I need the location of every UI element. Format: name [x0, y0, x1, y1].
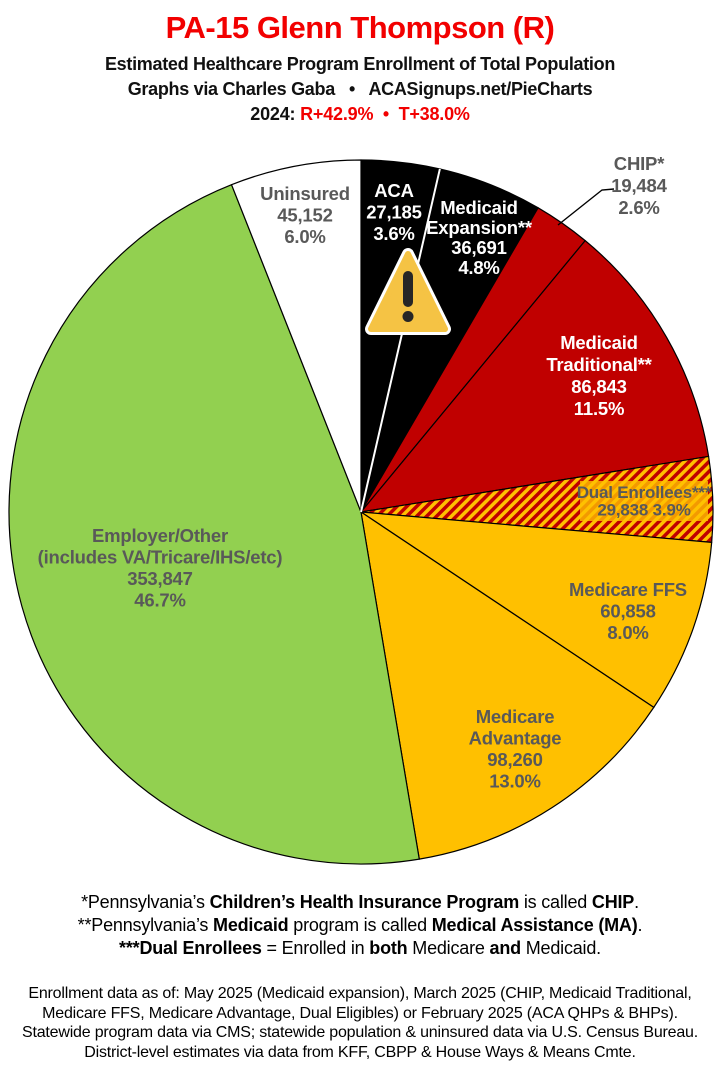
slice-label-uninsured: Uninsured 45,152 6.0% [260, 183, 350, 247]
pie-slice-uninsured [230, 159, 362, 513]
footnote-bold-segment: Medicaid [213, 915, 289, 935]
pie-chart: ACA 27,185 3.6%Medicaid Expansion** 36,691 4.… [8, 153, 714, 865]
footnote-bold-segment: ***Dual Enrollees [119, 938, 262, 958]
source-note-line: District-level estimates via data from K… [84, 1043, 636, 1061]
footnote-bold-segment: Children’s Health Insurance Program [209, 892, 520, 912]
footnote-segment: is called [519, 892, 592, 912]
source-note-line: Statewide program data via CMS; statewid… [21, 1024, 698, 1041]
source-note-block: Enrollment data as of: May 2025 (Medicai… [0, 984, 720, 1062]
footnote-segment: *Pennsylvania’s [81, 892, 210, 912]
dual-enrollees-label-bg [580, 481, 708, 521]
footnote-medicaid: **Pennsylvania’s Medicaid program is cal… [0, 914, 720, 937]
pie-slice-medicare-advantage [360, 511, 655, 860]
footnote-segment: **Pennsylvania’s [77, 915, 214, 935]
footnote-chip: *Pennsylvania’s Children’s Health Insura… [0, 891, 720, 914]
footnote-bold-segment: Medical Assistance (MA) [431, 915, 638, 935]
footnote-bold-segment: and [489, 938, 522, 958]
partisan-year-label: 2024: [250, 104, 301, 124]
slice-label-chip: CHIP* 19,484 2.6% [611, 153, 667, 218]
footnote-dual-enrollees: ***Dual Enrollees = Enrolled in both Med… [0, 937, 720, 960]
pie-slice-employer-other [8, 184, 420, 865]
footnote-segment: . [634, 892, 639, 912]
partisan-lean-value: R+42.9% • T+38.0% [300, 104, 470, 124]
pie-slice-medicare-ffs [360, 511, 713, 708]
footnote-segment: Medicaid. [520, 938, 601, 958]
footnotes-block: *Pennsylvania’s Children’s Health Insura… [0, 891, 720, 960]
slice-label-medicare-advantage: Medicare Advantage 98,260 13.0% [469, 706, 562, 792]
subtitle-credit: Graphs via Charles Gaba • ACASignups.net… [127, 79, 593, 99]
warning-exclamation-dot [402, 311, 414, 322]
source-note-line: Medicare FFS, Medicare Advantage, Dual E… [42, 1004, 678, 1022]
footnote-bold-segment: both [369, 938, 408, 958]
footnote-segment: program is called [288, 915, 432, 935]
slice-label-medicaid-expansion: Medicaid Expansion** 36,691 4.8% [426, 197, 533, 278]
pie-slice-medicaid-traditional [360, 240, 710, 513]
page-title: PA-15 Glenn Thompson (R) [165, 10, 555, 45]
footnote-segment: Medicare [407, 938, 490, 958]
footnote-segment: = Enrolled in [261, 938, 370, 958]
white-slice-separator [360, 168, 441, 513]
footnote-segment: . [637, 915, 643, 935]
subtitle-line1: Estimated Healthcare Program Enrollment … [104, 54, 616, 74]
slice-label-employer-other: Employer/Other (includes VA/Tricare/IHS/e… [38, 525, 283, 611]
warning-exclamation-bar [403, 271, 413, 307]
chip-leader-line [557, 188, 615, 226]
slice-label-medicare-ffs: Medicare FFS 60,858 8.0% [569, 579, 687, 643]
slice-label-aca: ACA 27,185 3.6% [366, 180, 421, 244]
slice-label-medicaid-traditional: Medicaid Traditional** 86,843 11.5% [546, 332, 652, 419]
footnote-bold-segment: CHIP [591, 892, 635, 912]
source-note-line: Enrollment data as of: May 2025 (Medicai… [28, 985, 692, 1002]
partisan-lean-line: 2024: R+42.9% • T+38.0% [0, 104, 720, 125]
warning-icon [365, 248, 451, 335]
slice-label-dual-enrollees: Dual Enrollees*** 29,838 3.9% [577, 483, 712, 520]
